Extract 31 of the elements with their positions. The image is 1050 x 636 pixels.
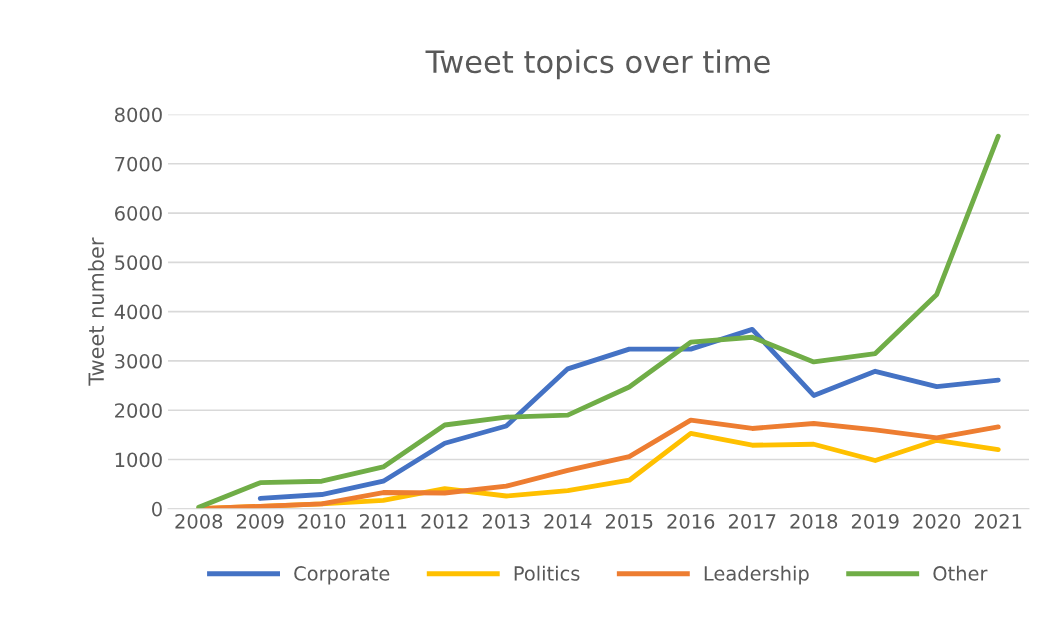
x-tick-label: 2012 bbox=[421, 514, 468, 529]
x-tick-label: 2016 bbox=[667, 514, 715, 529]
x-tick-label: 2020 bbox=[913, 514, 961, 529]
line-series bbox=[196, 133, 1001, 509]
x-tick-label: 2008 bbox=[175, 514, 223, 529]
y-tick-label: 8000 bbox=[114, 107, 162, 123]
legend-label: Leadership bbox=[704, 565, 809, 585]
y-tick-label: 1000 bbox=[115, 452, 162, 468]
legend-label: Other bbox=[933, 565, 988, 581]
y-tick-label: 2000 bbox=[115, 403, 162, 418]
legend-label: Politics bbox=[514, 565, 580, 581]
y-tick-label: 5000 bbox=[115, 255, 162, 271]
y-tick-label: 3000 bbox=[115, 353, 162, 369]
x-tick-label: 2017 bbox=[728, 514, 776, 529]
line-series bbox=[257, 326, 1001, 501]
x-tick-label: 2014 bbox=[544, 514, 592, 529]
chart-title: Tweet topics over time bbox=[425, 49, 770, 80]
y-axis-title: Tweet number bbox=[87, 237, 105, 386]
x-tick-label: 2010 bbox=[298, 514, 346, 529]
x-tick-label: 2021 bbox=[974, 514, 1022, 529]
y-tick-label: 4000 bbox=[114, 304, 162, 320]
x-tick-label: 2009 bbox=[236, 514, 284, 529]
y-tick-label: 0 bbox=[152, 501, 162, 517]
x-tick-label: 2011 bbox=[359, 514, 407, 529]
y-tick-label: 6000 bbox=[115, 206, 162, 221]
y-tick-label: 7000 bbox=[115, 156, 162, 172]
x-tick-label: 2019 bbox=[851, 514, 899, 529]
x-tick-label: 2015 bbox=[605, 514, 653, 529]
x-tick-label: 2018 bbox=[790, 514, 838, 529]
legend-label: Corporate bbox=[294, 566, 390, 585]
x-tick-label: 2013 bbox=[482, 514, 530, 529]
